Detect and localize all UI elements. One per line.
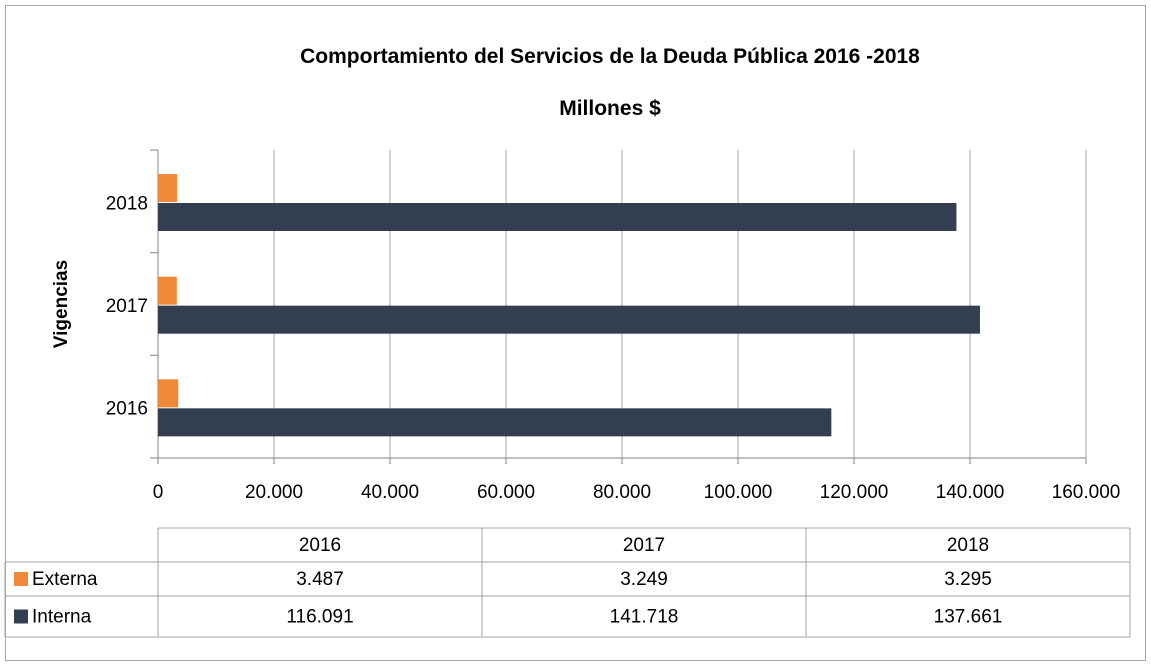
table-value: 116.091 <box>286 607 353 628</box>
table-header: 2017 <box>623 535 665 556</box>
legend-label: Interna <box>32 607 92 628</box>
table-value: 137.661 <box>934 607 1003 628</box>
bar <box>158 379 179 408</box>
x-tick-label: 160.000 <box>1052 482 1121 503</box>
x-tick-label: 40.000 <box>361 482 419 503</box>
y-tick-label: 2016 <box>106 399 148 420</box>
x-tick-label: 100.000 <box>704 482 773 503</box>
y-axis-label: Vigencias <box>51 260 72 348</box>
bar <box>158 305 980 334</box>
bar <box>158 203 957 231</box>
table-value: 3.487 <box>296 569 344 590</box>
y-tick-label: 2018 <box>106 193 148 214</box>
table-value: 141.718 <box>610 607 679 628</box>
chart-subtitle: Millones $ <box>559 97 661 120</box>
x-tick-label: 120.000 <box>820 482 889 503</box>
x-tick-label: 80.000 <box>593 482 651 503</box>
bar <box>158 276 177 305</box>
chart-title: Comportamiento del Servicios de la Deuda… <box>300 45 920 68</box>
table-header: 2018 <box>947 535 989 556</box>
bar <box>158 174 178 202</box>
y-tick-label: 2017 <box>106 296 148 317</box>
x-tick-label: 60.000 <box>477 482 535 503</box>
x-tick-label: 140.000 <box>936 482 1005 503</box>
table-value: 3.295 <box>944 569 992 590</box>
legend-swatch <box>14 609 28 624</box>
legend-swatch <box>14 572 28 586</box>
table-header: 2016 <box>299 535 341 556</box>
bar <box>158 408 832 437</box>
table-value: 3.249 <box>620 569 668 590</box>
chart-border <box>5 5 1146 661</box>
x-tick-label: 20.000 <box>245 482 303 503</box>
legend-label: Externa <box>32 569 98 590</box>
x-tick-label: 0 <box>153 482 164 503</box>
